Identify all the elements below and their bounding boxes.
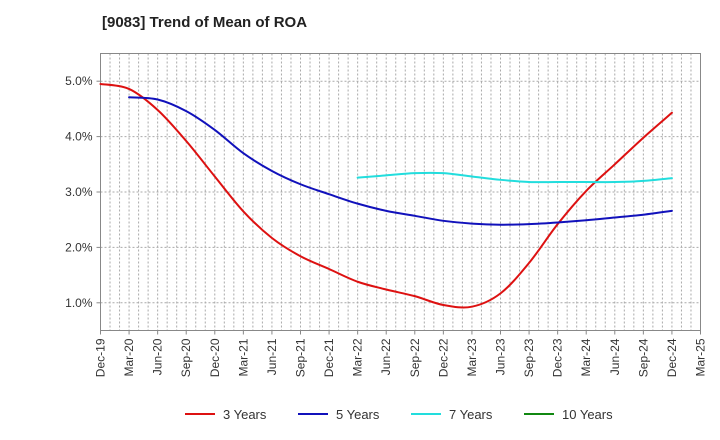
chart-title: [9083] Trend of Mean of ROA bbox=[102, 14, 308, 31]
series-line-5-years bbox=[128, 96, 673, 226]
x-tick-label: Jun-20 bbox=[151, 338, 165, 375]
legend-label-5-years: 5 Years bbox=[336, 407, 380, 422]
x-tick-label: Sep-23 bbox=[522, 338, 536, 377]
x-tick-label: Dec-22 bbox=[436, 338, 450, 377]
y-tick-label: 2.0% bbox=[65, 240, 93, 254]
x-tick-label: Jun-21 bbox=[265, 338, 279, 375]
y-tick-label: 5.0% bbox=[65, 74, 93, 88]
axis-layer: 1.0% 2.0% 3.0% 4.0% 5.0% Dec-19 Mar-20 Jun-20 Se… bbox=[65, 74, 707, 377]
x-tick-label: Dec-20 bbox=[208, 338, 222, 377]
x-tick-label: Sep-21 bbox=[294, 338, 308, 377]
y-tick-label: 4.0% bbox=[65, 130, 93, 144]
x-tick-label: Mar-24 bbox=[579, 338, 593, 376]
x-tick-label: Jun-24 bbox=[608, 338, 622, 375]
x-tick-label: Dec-19 bbox=[94, 338, 108, 377]
x-tick-label: Dec-21 bbox=[322, 338, 336, 377]
x-tick-label: Mar-21 bbox=[236, 338, 250, 376]
legend-label-10-years: 10 Years bbox=[562, 407, 613, 422]
x-tick-label: Jun-23 bbox=[494, 338, 508, 375]
series-line-7-years bbox=[356, 171, 673, 184]
x-tick-label: Sep-22 bbox=[408, 338, 422, 377]
legend-label-3-years: 3 Years bbox=[223, 407, 267, 422]
y-tick-label: 1.0% bbox=[65, 296, 93, 310]
x-tick-label: Mar-20 bbox=[122, 338, 136, 376]
x-tick-label: Mar-23 bbox=[465, 338, 479, 376]
series-layer bbox=[99, 82, 673, 309]
legend-layer: 3 Years 5 Years 7 Years 10 Years bbox=[185, 407, 613, 422]
x-tick-label: Sep-24 bbox=[636, 338, 650, 377]
grid-layer bbox=[100, 53, 701, 331]
x-tick-label: Jun-22 bbox=[379, 338, 393, 375]
series-line-3-years bbox=[99, 82, 673, 309]
x-tick-label: Dec-24 bbox=[665, 338, 679, 377]
x-tick-label: Sep-20 bbox=[179, 338, 193, 377]
x-tick-label: Dec-23 bbox=[551, 338, 565, 377]
x-tick-label: Mar-22 bbox=[351, 338, 365, 376]
x-tick-label: Mar-25 bbox=[694, 338, 708, 376]
y-tick-label: 3.0% bbox=[65, 185, 93, 199]
legend-label-7-years: 7 Years bbox=[449, 407, 493, 422]
